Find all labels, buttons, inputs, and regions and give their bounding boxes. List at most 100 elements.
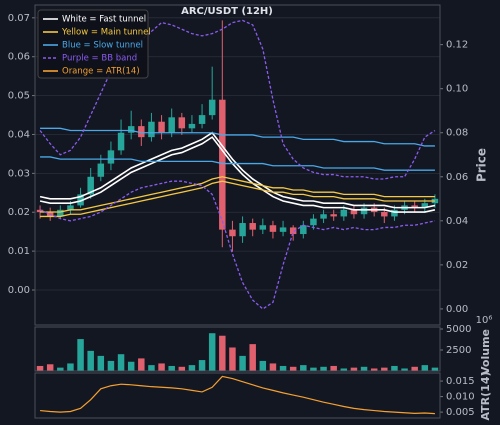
y-tick-label: 0.10 bbox=[446, 84, 468, 95]
volume-bar bbox=[229, 347, 236, 371]
volume-bar bbox=[127, 361, 135, 371]
volume-bar bbox=[350, 367, 358, 371]
candle-body bbox=[198, 115, 206, 124]
series-line bbox=[40, 156, 435, 171]
series-line bbox=[39, 131, 436, 209]
candle-body bbox=[279, 227, 287, 232]
candle-body bbox=[178, 117, 186, 129]
volume-bar bbox=[360, 366, 368, 371]
volume-bar bbox=[107, 360, 115, 371]
candle-body bbox=[330, 214, 337, 217]
y-tick-label: 0.05 bbox=[8, 91, 30, 102]
volume-bar bbox=[411, 366, 418, 371]
volume-bar bbox=[158, 363, 165, 371]
series-line bbox=[40, 176, 435, 213]
volume-bar bbox=[148, 365, 155, 371]
candle-body bbox=[350, 209, 358, 215]
atr-frame bbox=[34, 372, 441, 419]
volume-bar bbox=[198, 360, 206, 371]
candle-body bbox=[36, 209, 44, 213]
volume-bar bbox=[370, 368, 378, 371]
y-tick-label: 0.02 bbox=[446, 260, 468, 271]
y-tick-label: 0.010 bbox=[446, 392, 475, 403]
y-tick-label: 0.04 bbox=[8, 129, 30, 140]
candle-body bbox=[411, 205, 418, 208]
candle-body bbox=[107, 150, 115, 164]
candle-body bbox=[127, 126, 135, 133]
y-tick-label: 0.06 bbox=[8, 52, 30, 63]
main-frame bbox=[34, 4, 441, 326]
legend-label: Purple = BB band bbox=[62, 54, 137, 64]
legend-box bbox=[37, 9, 149, 79]
candle-body bbox=[219, 99, 226, 230]
volume-bar bbox=[391, 365, 398, 371]
volume-bar bbox=[87, 350, 94, 371]
volume-bar bbox=[178, 366, 186, 371]
volume-bar bbox=[138, 358, 145, 371]
volume-bar bbox=[300, 365, 307, 371]
y-tick-label: 0.015 bbox=[446, 376, 475, 387]
candle-body bbox=[188, 123, 196, 129]
y-tick-label: 0.00 bbox=[8, 285, 30, 296]
candle-body bbox=[300, 225, 307, 235]
volume-bar bbox=[269, 363, 277, 371]
y-tick-label: 0.02 bbox=[8, 207, 30, 218]
y-tick-label: 5000 bbox=[446, 324, 471, 335]
volume-bar bbox=[381, 367, 388, 371]
candle-body bbox=[168, 117, 175, 133]
candle-body bbox=[269, 225, 277, 232]
legend-label: Orange = ATR(14) bbox=[62, 67, 140, 77]
candle-body bbox=[158, 121, 165, 133]
candle-body bbox=[229, 229, 236, 237]
candle-body bbox=[249, 223, 256, 230]
volume-bar bbox=[168, 365, 175, 371]
candle-body bbox=[381, 212, 388, 217]
volume-bar bbox=[208, 333, 216, 371]
candle-body bbox=[289, 227, 297, 235]
y-tick-label: 0.005 bbox=[446, 407, 475, 418]
y-tick-label: 2500 bbox=[446, 345, 471, 356]
volume-bar bbox=[36, 365, 44, 371]
candle-body bbox=[97, 163, 105, 177]
candle-body bbox=[340, 209, 348, 217]
volume-bar bbox=[249, 344, 256, 371]
volume-bar bbox=[289, 366, 297, 371]
series-line bbox=[39, 19, 436, 180]
volume-bar bbox=[431, 367, 439, 371]
series-line bbox=[39, 136, 436, 213]
candle-body bbox=[138, 126, 145, 138]
y-tick-label: 0.07 bbox=[8, 13, 30, 24]
volume-bar bbox=[77, 339, 84, 371]
series-line bbox=[39, 180, 436, 310]
y-tick-label: 0.01 bbox=[8, 246, 30, 257]
series-line bbox=[40, 375, 435, 415]
candle-body bbox=[310, 218, 317, 226]
y-tick-label: 0.00 bbox=[446, 304, 468, 315]
volume-bar bbox=[97, 355, 105, 371]
legend-label: Blue = Slow tunnel bbox=[62, 41, 143, 51]
volume-bar bbox=[401, 368, 408, 371]
candle-body bbox=[117, 132, 125, 151]
candle-body bbox=[57, 209, 64, 217]
volume-axis-label: Volume bbox=[479, 329, 492, 375]
series-line bbox=[40, 127, 435, 147]
volume-bar bbox=[117, 354, 125, 371]
candle-body bbox=[391, 209, 398, 217]
chart-title: ARC/USDT (12H) bbox=[181, 6, 273, 17]
candle-body bbox=[239, 223, 246, 237]
volume-bar bbox=[279, 365, 287, 371]
legend-label: Yellow = Main tunnel bbox=[61, 28, 151, 38]
volume-bar bbox=[219, 335, 226, 371]
y-axis-label: Price bbox=[475, 148, 489, 182]
volume-bar bbox=[67, 363, 74, 371]
volume-bar bbox=[259, 360, 267, 371]
volume-bar bbox=[320, 366, 327, 371]
candle-body bbox=[87, 176, 94, 195]
volume-bar bbox=[46, 364, 54, 371]
volume-bar bbox=[310, 367, 317, 371]
volume-frame bbox=[34, 326, 441, 372]
candle-body bbox=[208, 99, 216, 116]
y-tick-label: 0.03 bbox=[8, 168, 30, 179]
y-tick-label: 0.08 bbox=[446, 128, 468, 139]
